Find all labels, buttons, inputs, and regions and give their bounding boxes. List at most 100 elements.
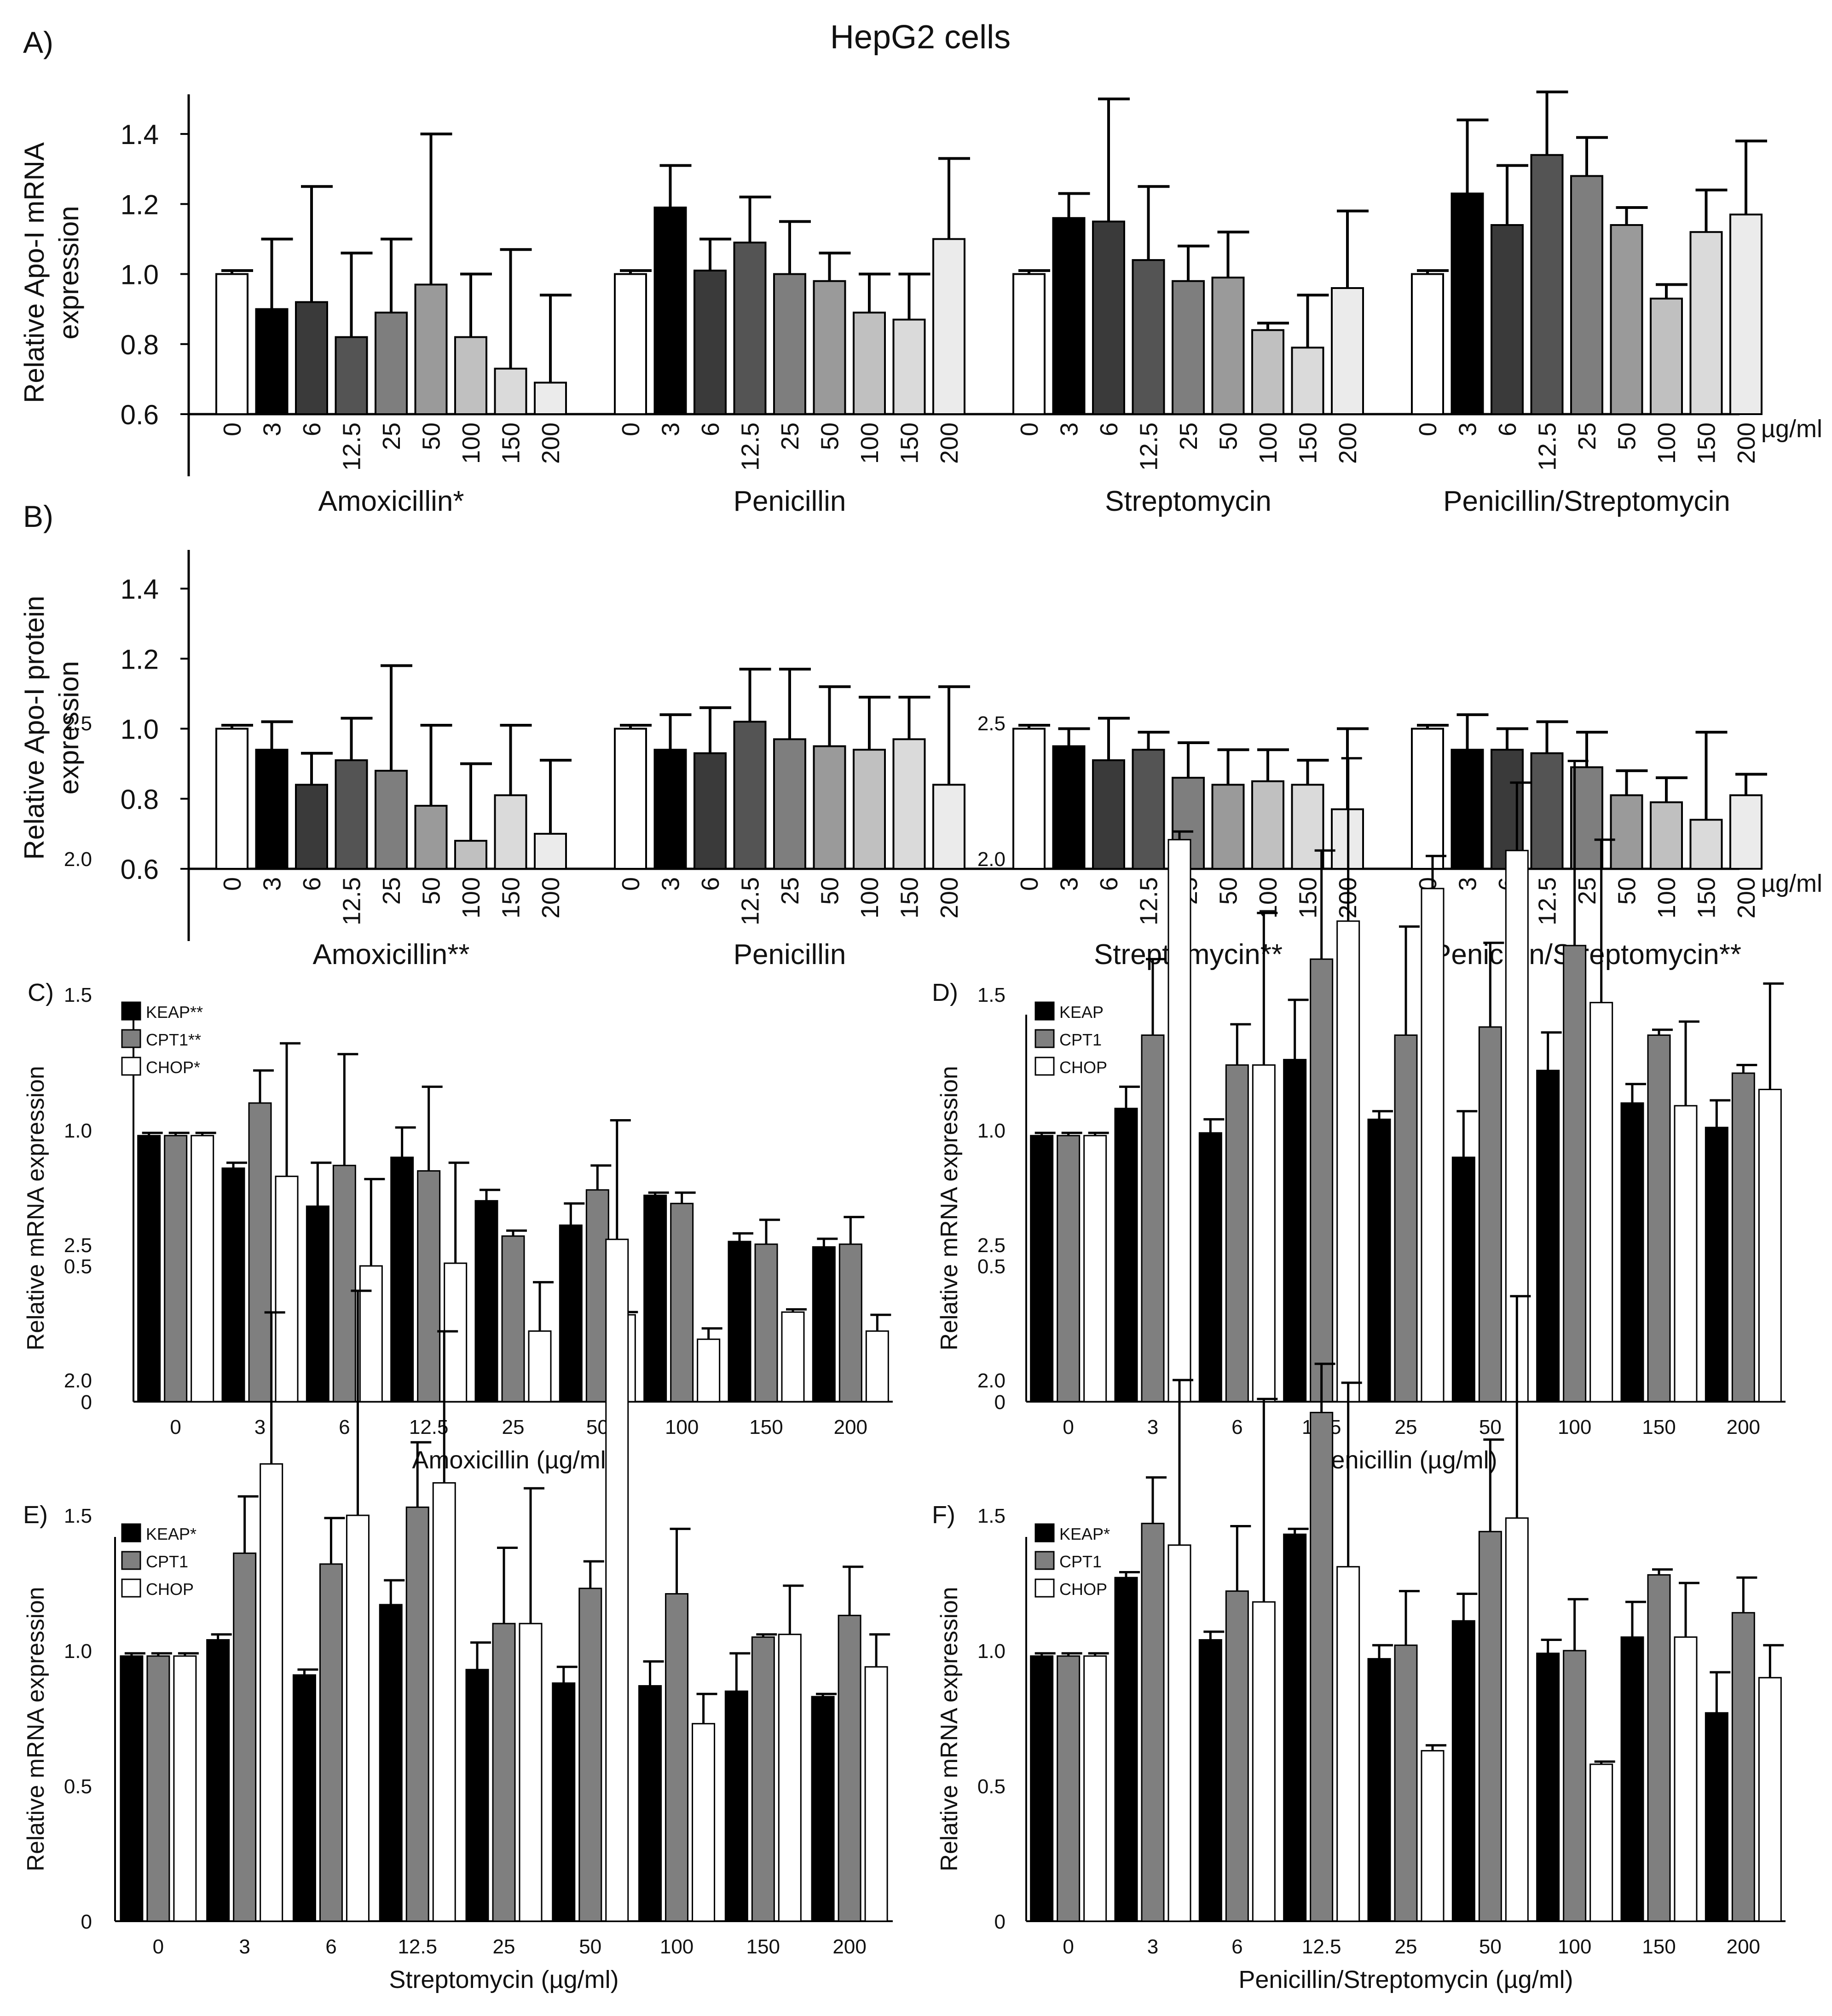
bar-keap-6 xyxy=(1198,1132,1222,1403)
x-axis-label: Penicillin (µg/ml) xyxy=(1314,1446,1497,1474)
y-tick-label: 1.5 xyxy=(64,1505,92,1527)
panel-c: C) 0 0.5 1.0 1.5 2.0 2.5 Relative mRNA expressi… xyxy=(23,712,893,1474)
bar-chop-0 xyxy=(173,1655,197,1922)
bar-keap-0 xyxy=(137,1135,161,1403)
x-tick-label: 25 xyxy=(776,877,804,905)
bar-keap-150 xyxy=(1620,1102,1644,1403)
bar-12.5 xyxy=(733,242,767,415)
y-tick-label: 1.4 xyxy=(121,574,159,605)
y-tick-label: 0.8 xyxy=(121,329,159,360)
y-tick-label: 0.6 xyxy=(121,399,159,430)
bar-3 xyxy=(653,206,687,415)
x-tick-label: 3 xyxy=(1147,1416,1158,1438)
panel-label-c: C) xyxy=(28,979,54,1006)
x-tick-label: 12.5 xyxy=(338,877,366,925)
bar-cpt1-12.5 xyxy=(1310,958,1334,1403)
bar-cpt1-6 xyxy=(332,1165,356,1403)
y-tick-label: 0 xyxy=(994,1391,1006,1414)
bar-chop-6 xyxy=(359,1265,383,1403)
bar-150 xyxy=(494,368,527,415)
bar-cpt1-200 xyxy=(1731,1072,1755,1403)
x-tick-label: 25 xyxy=(378,422,405,450)
x-tick-label: 6 xyxy=(1231,1935,1243,1958)
panel-label-d: D) xyxy=(932,979,958,1006)
x-tick-label: 200 xyxy=(1733,877,1760,918)
bar-12.5 xyxy=(335,759,368,870)
y-tick-label: 0.5 xyxy=(64,1775,92,1798)
bar-chop-6 xyxy=(1252,1601,1276,1922)
bar-cpt1-150 xyxy=(1647,1574,1671,1922)
bar-keap-200 xyxy=(811,1696,835,1922)
bar-chop-200 xyxy=(1758,1089,1782,1403)
x-tick-label: 6 xyxy=(298,422,326,436)
bar-chop-0 xyxy=(191,1135,214,1403)
x-tick-label: 0 xyxy=(1016,877,1043,891)
y-axis-label-line-2: expression xyxy=(53,661,84,794)
y-tick-label: 1.0 xyxy=(64,1640,92,1663)
bar-keap-100 xyxy=(638,1685,662,1922)
bar-keap-100 xyxy=(1536,1652,1560,1922)
bar-keap-50 xyxy=(559,1225,583,1403)
x-tick-label: 0 xyxy=(1063,1935,1074,1958)
x-tick-label: 200 xyxy=(1334,422,1362,464)
x-tick-label: 25 xyxy=(1175,422,1202,450)
x-tick-label: 150 xyxy=(1642,1935,1676,1958)
legend-swatch xyxy=(1034,1029,1055,1048)
y-tick-label: 0.6 xyxy=(121,854,159,885)
legend-swatch xyxy=(121,1029,141,1048)
bar-200 xyxy=(932,784,965,870)
bar-3 xyxy=(1052,745,1086,870)
x-axis-label: Amoxicillin (µg/ml) xyxy=(412,1446,614,1474)
bar-100 xyxy=(853,749,886,870)
bar-12.5 xyxy=(335,336,368,415)
bar-25 xyxy=(375,312,408,415)
bar-0 xyxy=(1411,728,1444,870)
bar-cpt1-50 xyxy=(585,1189,609,1403)
bar-cpt1-200 xyxy=(838,1243,862,1403)
y-tick-label: 1.5 xyxy=(977,984,1006,1006)
bar-cpt1-200 xyxy=(838,1615,861,1922)
bar-keap-100 xyxy=(1536,1069,1560,1403)
legend-label: CPT1 xyxy=(1059,1552,1102,1571)
y-tick-label: 0 xyxy=(994,1911,1006,1933)
legend-label: KEAP xyxy=(1059,1003,1104,1022)
bar-keap-3 xyxy=(1114,1108,1138,1403)
y-tick-label: 1.0 xyxy=(977,1120,1006,1142)
bar-chop-150 xyxy=(778,1634,802,1922)
x-tick-label: 50 xyxy=(586,1416,609,1438)
x-tick-label: 150 xyxy=(1295,877,1322,918)
x-tick-label: 3 xyxy=(657,422,685,436)
x-tick-label: 12.5 xyxy=(737,422,764,471)
bar-keap-6 xyxy=(306,1205,329,1403)
bar-keap-200 xyxy=(812,1246,836,1403)
y-tick-label: 2.5 xyxy=(977,712,1006,735)
x-tick-label: 25 xyxy=(502,1416,525,1438)
legend-label: CPT1** xyxy=(146,1030,201,1049)
x-tick-label: 0 xyxy=(219,422,246,436)
bar-200 xyxy=(1331,287,1364,415)
bar-200 xyxy=(1729,794,1763,870)
x-tick-label: 150 xyxy=(746,1935,780,1958)
bar-12.5 xyxy=(1530,154,1564,415)
x-tick-label: 200 xyxy=(832,1935,866,1958)
legend-swatch xyxy=(121,1551,141,1570)
bar-chop-150 xyxy=(781,1311,805,1403)
legend-label: CHOP xyxy=(146,1580,194,1599)
x-tick-label: 50 xyxy=(816,877,844,905)
bar-keap-3 xyxy=(221,1167,245,1403)
bar-3 xyxy=(653,749,687,870)
panel-label-b: B) xyxy=(23,499,53,533)
x-tick-label: 6 xyxy=(1231,1416,1243,1438)
x-tick-label: 12.5 xyxy=(1534,877,1561,925)
bar-12.5 xyxy=(1530,752,1564,870)
bar-6 xyxy=(1092,220,1125,415)
x-tick-label: 6 xyxy=(697,877,724,891)
bar-100 xyxy=(454,840,487,870)
bar-200 xyxy=(534,381,567,415)
x-tick-label: 150 xyxy=(896,877,924,918)
bar-keap-25 xyxy=(465,1669,489,1922)
bar-cpt1-6 xyxy=(1225,1064,1249,1403)
bar-keap-0 xyxy=(120,1655,144,1922)
bar-100 xyxy=(1251,780,1284,870)
bar-chop-3 xyxy=(260,1463,283,1922)
